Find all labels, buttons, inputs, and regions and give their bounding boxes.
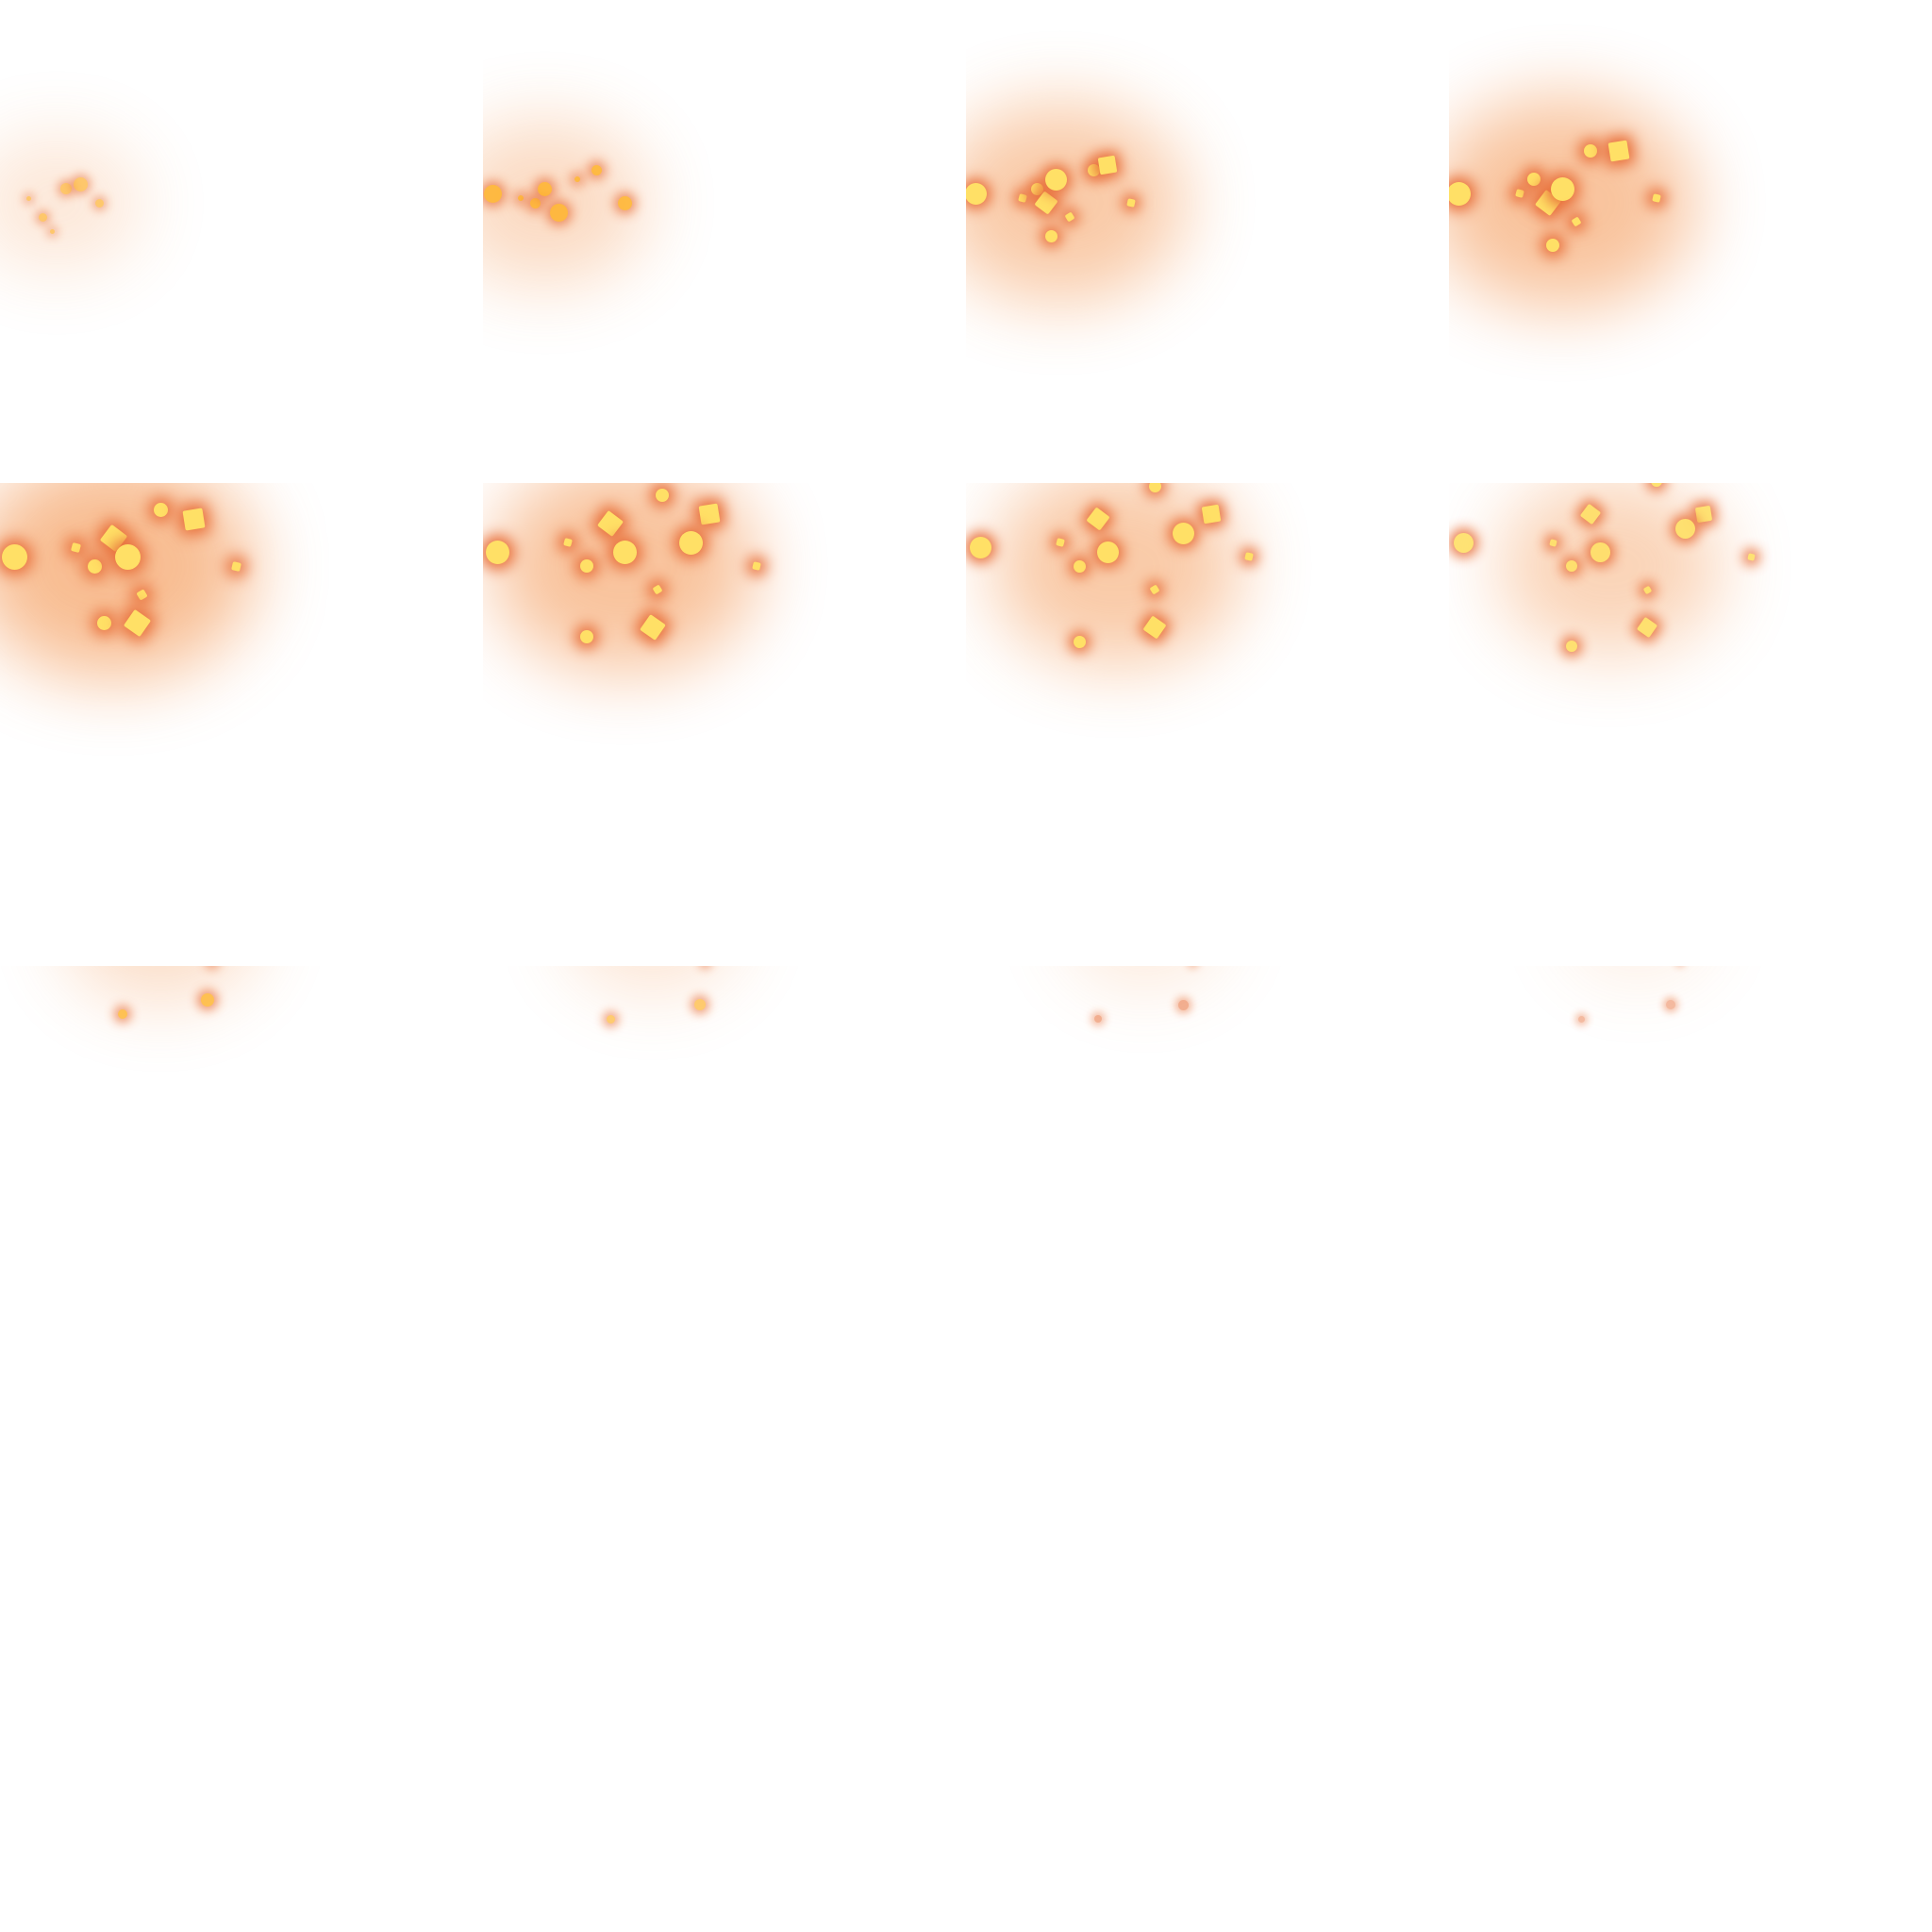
spark-particle xyxy=(606,1014,615,1024)
sprite-frame-4 xyxy=(1449,0,1932,483)
spark-particle xyxy=(49,228,55,234)
spark-particle xyxy=(1666,1000,1675,1009)
sprite-frame-15 xyxy=(966,1449,1449,1932)
spark-particle xyxy=(60,183,72,194)
glow-halo xyxy=(61,966,259,1004)
spark-particle xyxy=(1694,505,1713,524)
spark-particle xyxy=(1087,163,1100,176)
spark-particle xyxy=(153,502,168,517)
sprite-frame-14 xyxy=(483,1449,966,1932)
spark-particle xyxy=(529,197,541,208)
sprite-frame-7 xyxy=(966,483,1449,966)
sprite-frame-11 xyxy=(966,966,1449,1449)
spark-particle xyxy=(1449,181,1471,206)
sprite-frame-13 xyxy=(0,1449,483,1932)
spark-particle xyxy=(694,999,706,1010)
spark-particle xyxy=(966,182,987,205)
glow-halo xyxy=(1497,483,1722,656)
spark-particle xyxy=(1550,176,1574,201)
spark-particle xyxy=(87,558,102,574)
spark-particle xyxy=(485,540,509,564)
spark-particle xyxy=(114,543,141,570)
glow-halo xyxy=(563,966,742,996)
spark-particle xyxy=(1607,140,1630,162)
spark-particle xyxy=(698,503,721,525)
spark-particle xyxy=(575,176,580,182)
spark-particle xyxy=(1590,541,1610,562)
sprite-frame-3 xyxy=(966,0,1449,483)
spark-particle xyxy=(537,181,552,196)
spark-particle xyxy=(181,507,206,531)
spark-particle xyxy=(1030,182,1043,195)
sprite-frame-2 xyxy=(483,0,966,483)
sprite-frame-16 xyxy=(1449,1449,1932,1932)
spark-particle xyxy=(1094,1015,1102,1023)
spark-particle xyxy=(580,559,593,573)
sprite-frame-1 xyxy=(0,0,483,483)
spark-particle xyxy=(1073,559,1086,573)
sprite-frame-5 xyxy=(0,483,483,966)
spark-particle xyxy=(1244,552,1254,561)
spark-particle xyxy=(70,541,81,553)
spark-particle xyxy=(1453,532,1474,553)
spark-particle xyxy=(518,195,524,201)
spark-particle xyxy=(118,1009,127,1019)
spark-particle xyxy=(656,489,669,502)
sprite-frame-9 xyxy=(0,966,483,1449)
spark-particle xyxy=(617,195,632,210)
glow-halo xyxy=(992,483,1241,666)
spark-particle xyxy=(1577,1015,1585,1023)
spark-particle xyxy=(25,195,31,201)
sprite-frame-10 xyxy=(483,966,966,1449)
spark-particle xyxy=(1566,641,1577,652)
spark-particle xyxy=(1566,560,1577,572)
spark-particle xyxy=(678,530,703,555)
spark-particle xyxy=(230,560,242,572)
glow-halo xyxy=(0,483,255,679)
spark-particle xyxy=(1172,522,1194,544)
spark-particle xyxy=(752,561,761,571)
spark-particle xyxy=(94,198,104,208)
spark-particle xyxy=(1527,173,1541,186)
spark-particle xyxy=(549,203,568,222)
sprite-frame-8 xyxy=(1449,483,1932,966)
spark-particle xyxy=(580,630,593,643)
glow-halo xyxy=(966,103,1185,303)
spark-particle xyxy=(38,212,47,222)
spark-particle xyxy=(1201,504,1222,525)
glow-halo xyxy=(1449,96,1695,309)
spark-particle xyxy=(1548,538,1557,547)
spark-particle xyxy=(1044,168,1067,191)
spark-particle xyxy=(969,536,991,558)
spark-particle xyxy=(612,540,637,564)
spark-particle xyxy=(73,176,88,192)
glow-halo xyxy=(1562,966,1713,985)
spark-particle xyxy=(483,184,502,203)
glow-halo xyxy=(0,133,143,273)
spark-particle xyxy=(1,543,27,570)
spark-particle xyxy=(1177,999,1189,1010)
spark-particle xyxy=(1148,483,1161,492)
spark-particle xyxy=(1073,635,1086,648)
spark-particle xyxy=(1096,541,1119,563)
spark-particle xyxy=(1651,483,1662,487)
sprite-frame-6 xyxy=(483,483,966,966)
spark-particle xyxy=(1044,229,1058,242)
spark-particle xyxy=(1674,518,1695,539)
spark-particle xyxy=(1097,155,1118,175)
spark-particle xyxy=(96,615,111,630)
sprite-frame-12 xyxy=(1449,966,1932,1449)
spark-particle xyxy=(1584,144,1597,158)
spark-particle xyxy=(1746,552,1756,561)
glow-halo xyxy=(1063,966,1227,991)
spark-particle xyxy=(591,164,602,175)
spark-particle xyxy=(1546,239,1559,252)
spark-particle xyxy=(201,993,214,1007)
